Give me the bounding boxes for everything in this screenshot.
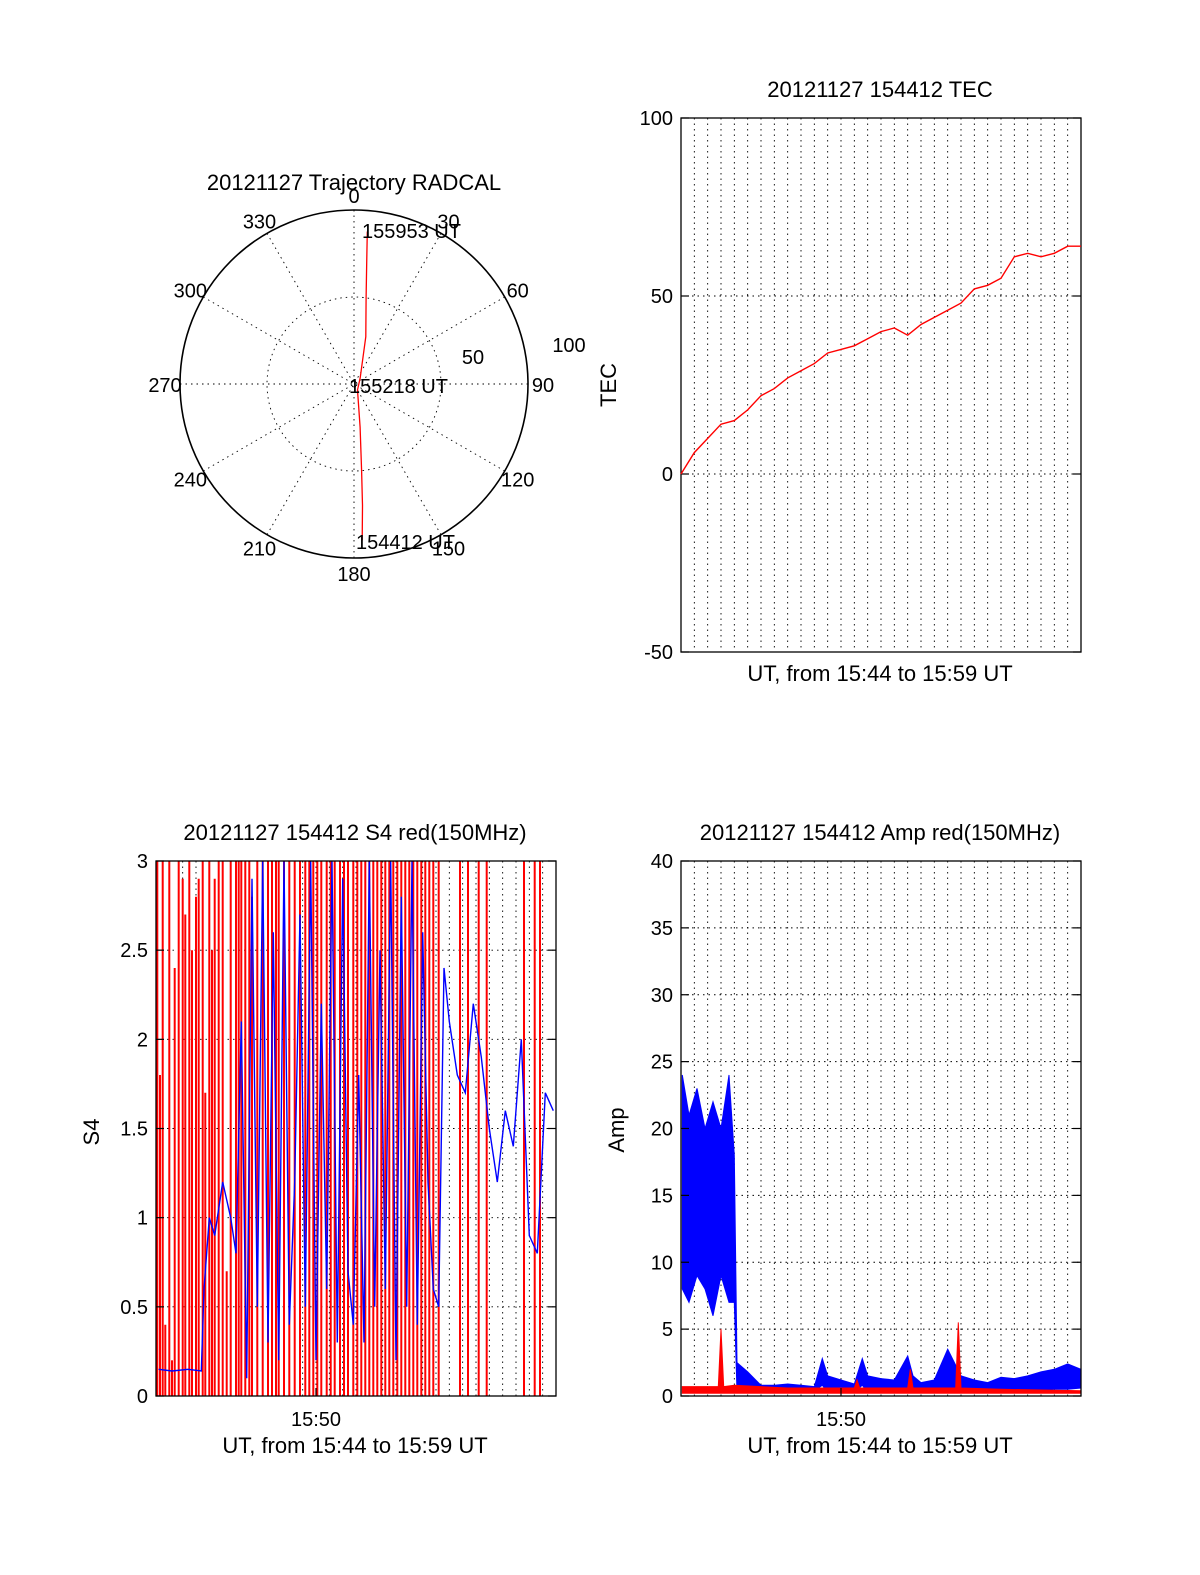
s4-ytick-label: 1 xyxy=(137,1208,148,1230)
annotation-start-time: 154412 UT xyxy=(356,532,455,554)
polar-outer-circle xyxy=(179,209,529,559)
tec-title: 20121127 154412 TEC xyxy=(767,77,993,102)
polar-angle-label: 180 xyxy=(337,564,370,586)
s4-title: 20121127 154412 S4 red(150MHz) xyxy=(183,820,526,845)
amp-ylabel: Amp xyxy=(604,1107,629,1152)
tec-ytick-label: -50 xyxy=(644,642,673,664)
amp-y-ticks: 40 35 30 25 20 15 10 5 0 xyxy=(651,851,1081,1408)
polar-grid-circle xyxy=(266,296,442,472)
tec-y-ticks: 100 50 0 -50 xyxy=(640,108,1081,664)
annotation-end-time: 155953 UT xyxy=(362,221,461,243)
polar-radius-label-100: 100 xyxy=(552,335,585,357)
tec-ytick-label: 100 xyxy=(640,108,673,130)
s4-ytick-label: 2 xyxy=(137,1029,148,1051)
amp-ytick-label: 5 xyxy=(662,1319,673,1341)
polar-angle-label: 330 xyxy=(243,211,276,233)
s4-plot: 20121127 154412 S4 red(150MHz) 3 2.5 2 1.5 1… xyxy=(79,820,557,1458)
polar-title: 20121127 Trajectory RADCAL xyxy=(207,170,501,195)
tec-grid xyxy=(681,118,1081,652)
s4-xlabel: UT, from 15:44 to 15:59 UT xyxy=(222,1433,487,1458)
amp-plot: 20121127 154412 Amp red(150MHz) 40 35 30 25… xyxy=(604,820,1082,1458)
polar-grid xyxy=(180,210,528,558)
s4-xtick-label: 15:50 xyxy=(291,1409,341,1431)
polar-angle-label: 300 xyxy=(174,281,207,303)
amp-ytick-label: 20 xyxy=(651,1119,673,1141)
polar-angle-label: 0 xyxy=(348,186,359,208)
polar-trajectory-plot: 20121127 Trajectory RADCAL 0 30 60 90 120 150… xyxy=(148,170,585,586)
amp-ytick-label: 35 xyxy=(651,918,673,940)
tec-series xyxy=(680,245,1081,475)
amp-ytick-label: 25 xyxy=(651,1052,673,1074)
polar-angle-label: 30 xyxy=(437,211,459,233)
polar-angle-label: 120 xyxy=(501,470,534,492)
amp-ytick-label: 15 xyxy=(651,1185,673,1207)
amp-title: 20121127 154412 Amp red(150MHz) xyxy=(700,820,1060,845)
s4-series-1-line xyxy=(158,860,554,1379)
amp-ytick-label: 30 xyxy=(651,985,673,1007)
s4-ytick-label: 2.5 xyxy=(120,940,148,962)
polar-radius-label-50: 50 xyxy=(462,347,484,369)
s4-y-ticks: 3 2.5 2 1.5 1 0.5 0 xyxy=(120,851,556,1408)
amp-ytick-label: 40 xyxy=(651,851,673,873)
polar-angle-labels: 0 30 60 90 120 150 180 210 240 270 300 330 xyxy=(148,186,554,586)
polar-angle-label: 270 xyxy=(148,375,181,397)
amp-x-ticks: 15:50 xyxy=(816,1388,866,1431)
amp-plot-frame xyxy=(680,860,1082,1397)
tec-plot: 20121127 154412 TEC 100 50 0 -50 TEC UT, fr… xyxy=(596,77,1082,686)
tec-ylabel: TEC xyxy=(596,363,621,407)
amp-xlabel: UT, from 15:44 to 15:59 UT xyxy=(747,1433,1012,1458)
amp-grid xyxy=(681,861,1081,1396)
s4-ytick-label: 0.5 xyxy=(120,1297,148,1319)
amp-xtick-label: 15:50 xyxy=(816,1409,866,1431)
tec-ytick-label: 0 xyxy=(662,464,673,486)
s4-ytick-label: 1.5 xyxy=(120,1119,148,1141)
annotation-mid-time: 155218 UT xyxy=(349,376,448,398)
polar-angle-label: 60 xyxy=(507,281,529,303)
s4-ytick-label: 0 xyxy=(137,1386,148,1408)
polar-angle-label: 240 xyxy=(174,470,207,492)
tec-xlabel: UT, from 15:44 to 15:59 UT xyxy=(747,661,1012,686)
polar-angle-label: 90 xyxy=(532,375,554,397)
polar-angle-label: 150 xyxy=(432,539,465,561)
trajectory-line xyxy=(356,231,368,541)
s4-grid xyxy=(156,861,556,1396)
tec-plot-frame xyxy=(680,117,1082,653)
amp-series xyxy=(681,1074,1082,1394)
s4-plot-frame xyxy=(155,860,557,1397)
s4-series xyxy=(156,860,554,1396)
tec-series-0-line xyxy=(680,245,1081,475)
s4-ytick-label: 3 xyxy=(137,851,148,873)
polar-angle-label: 210 xyxy=(243,539,276,561)
amp-series-0-band xyxy=(681,1074,1082,1393)
amp-ytick-label: 0 xyxy=(662,1386,673,1408)
tec-ytick-label: 50 xyxy=(651,286,673,308)
amp-ytick-label: 10 xyxy=(651,1252,673,1274)
s4-x-ticks: 15:50 xyxy=(291,1388,341,1431)
s4-ylabel: S4 xyxy=(79,1119,104,1146)
